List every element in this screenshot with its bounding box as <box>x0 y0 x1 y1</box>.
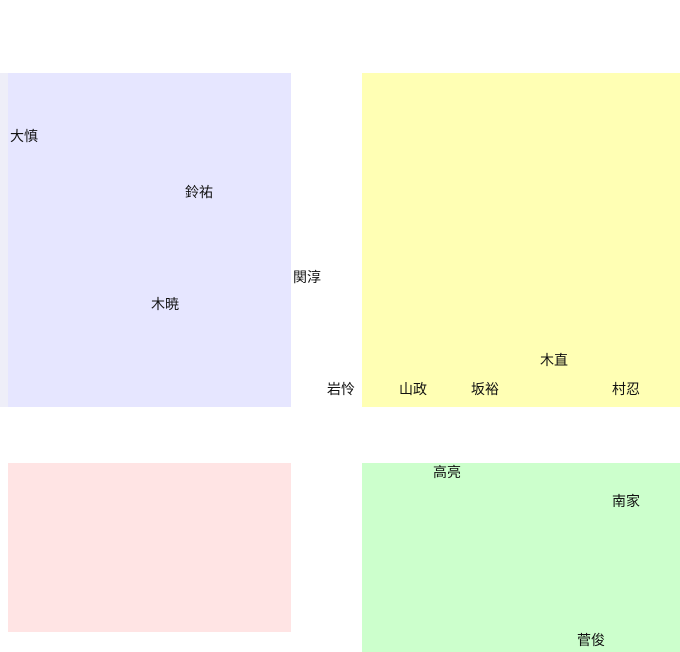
name-label: 関淳 <box>293 270 321 286</box>
name-label: 木暁 <box>151 297 179 313</box>
region-green <box>362 463 680 652</box>
name-label: 鈴祐 <box>185 185 213 201</box>
name-label: 高亮 <box>433 465 461 481</box>
name-label: 岩怜 <box>327 382 355 398</box>
name-label: 南家 <box>612 494 640 510</box>
name-label: 村忍 <box>612 382 640 398</box>
name-label: 木直 <box>540 353 568 369</box>
name-label: 山政 <box>399 382 427 398</box>
region-blue-edge <box>0 73 8 407</box>
name-label: 菅俊 <box>577 633 605 649</box>
name-label: 大慎 <box>10 129 38 145</box>
name-label: 坂裕 <box>471 382 499 398</box>
region-yellow <box>362 73 680 407</box>
region-blue <box>8 73 291 407</box>
region-pink <box>8 463 291 632</box>
